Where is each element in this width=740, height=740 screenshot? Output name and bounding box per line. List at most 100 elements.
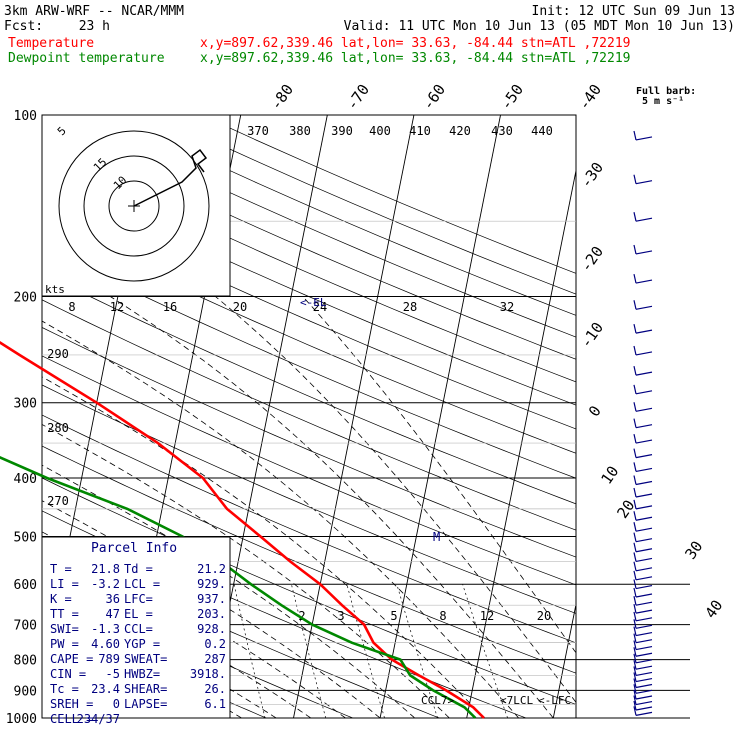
- parcel-value: Tc =: [50, 682, 79, 696]
- wind-barb-flag: [633, 678, 637, 688]
- wind-barb-flag: [633, 552, 637, 562]
- legend-dewpoint-info: x,y=897.62,339.46 lat,lon= 33.63, -84.44…: [200, 51, 630, 66]
- wind-barb-flag: [633, 653, 637, 663]
- wind-barb: [635, 390, 653, 395]
- wind-barb-flag: [633, 345, 637, 356]
- parcel-value: 287: [204, 652, 226, 666]
- parcel-value: CELL =: [50, 712, 93, 726]
- theta-e-label: 16: [163, 300, 177, 314]
- el-marker: <-EL: [300, 296, 327, 309]
- wind-barb: [635, 305, 653, 310]
- parcel-value: YGP =: [124, 637, 160, 651]
- isotherm: [727, 115, 740, 718]
- moist-adiabat: [42, 531, 346, 718]
- wind-barb: [635, 407, 653, 412]
- hodograph-ring: [58, 130, 210, 282]
- wind-barbs: [633, 130, 653, 716]
- mixing-ratio-label: 2: [298, 609, 305, 623]
- parcel-value: SHEAR=: [124, 682, 167, 696]
- parcel-title: Parcel Info: [91, 541, 177, 556]
- hodograph-unit: kts: [45, 283, 65, 296]
- parcel-value: SWI=: [50, 622, 79, 636]
- mixing-ratio-label: 12: [480, 609, 494, 623]
- wind-barb-flag: [633, 212, 637, 222]
- theta-label-lower: 290: [47, 347, 69, 361]
- isotherm: [640, 115, 740, 718]
- wind-barb-flag: [633, 706, 637, 716]
- theta-label: 390: [331, 124, 353, 138]
- wind-barb: [635, 548, 653, 553]
- mixing-ratio-label: 20: [537, 609, 551, 623]
- parcel-value: 4.60: [91, 637, 120, 651]
- parcel-value: T =: [50, 562, 72, 576]
- wind-barb: [635, 180, 653, 185]
- fcst-value: 23 h: [79, 19, 110, 34]
- wind-barb-flag: [633, 487, 637, 498]
- isotherm-label: 30: [681, 538, 706, 563]
- wind-barb-flag: [633, 561, 637, 571]
- wind-barb: [635, 677, 653, 683]
- isotherm: [552, 602, 576, 718]
- wind-barb-flag: [633, 499, 637, 510]
- theta-label: 440: [531, 124, 553, 138]
- init-time: Init: 12 UTC Sun 09 Jun 13: [532, 4, 736, 19]
- isotherm-label: -60: [419, 81, 449, 114]
- wind-barb: [635, 424, 653, 429]
- theta-label-lower: 280: [47, 421, 69, 435]
- wind-barb: [635, 689, 653, 694]
- mid-level-marker: M: [433, 530, 440, 544]
- wind-barb-flag: [633, 542, 637, 552]
- dry-adiabat: [156, 115, 576, 295]
- parcel-value: K =: [50, 592, 72, 606]
- mixing-ratio-label: 8: [439, 609, 446, 623]
- wind-key-line2: 5 m s⁻¹: [642, 96, 684, 107]
- wind-barb-flag: [633, 475, 637, 485]
- wind-barb-flag: [633, 300, 637, 310]
- header: 3km ARW-WRF -- NCAR/MMM Init: 12 UTC Sun…: [4, 4, 735, 66]
- parcel-value: 23.4: [91, 682, 120, 696]
- profiles: CCL7> <7LCL <-LFC M <-EL: [0, 296, 571, 719]
- wind-barb: [635, 584, 653, 590]
- wind-barb: [635, 493, 653, 498]
- wind-barb-flag: [633, 666, 637, 676]
- mixing-ratio-line: [233, 584, 266, 718]
- parcel-value: 0.2: [204, 637, 226, 651]
- pressure-tick-label: 800: [14, 654, 37, 669]
- wind-key: Full barb: 5 m s⁻¹: [636, 86, 696, 107]
- wind-barb: [635, 700, 653, 706]
- theta-e-label: 8: [68, 300, 75, 314]
- parcel-value: 47: [106, 607, 120, 621]
- wind-barb-flag: [633, 522, 637, 532]
- wind-barb-flag: [633, 244, 637, 255]
- legend-dewpoint: Dewpoint temperature: [8, 51, 165, 66]
- pressure-tick-label: 200: [14, 291, 37, 306]
- theta-label-lower: 270: [47, 494, 69, 508]
- parcel-value: 21.2: [197, 562, 226, 576]
- theta-label: 370: [247, 124, 269, 138]
- pressure-tick-label: 1000: [6, 712, 37, 727]
- parcel-value: 36: [106, 592, 120, 606]
- parcel-value: 203.: [197, 607, 226, 621]
- wind-barb: [635, 538, 653, 543]
- wind-barb-flag: [633, 433, 637, 444]
- dry-adiabat: [201, 115, 576, 274]
- pressure-tick-label: 500: [14, 530, 37, 545]
- parcel-value: 789: [98, 652, 120, 666]
- parcel-value: -3.2: [91, 577, 120, 591]
- wind-barb: [635, 250, 653, 255]
- wind-barb-flag: [633, 273, 637, 284]
- wind-barb: [635, 505, 653, 510]
- wind-barb: [635, 527, 653, 532]
- isotherm-label: -80: [267, 81, 297, 114]
- isotherm: [293, 115, 415, 718]
- parcel-value: 937.: [197, 592, 226, 606]
- wind-barb-flag: [633, 695, 637, 705]
- wind-barb-flag: [633, 174, 637, 184]
- pressure-tick-label: 700: [14, 619, 37, 634]
- theta-e-label: 32: [500, 300, 514, 314]
- wind-barb: [635, 593, 653, 598]
- parcel-value: 26.: [204, 682, 226, 696]
- parcel-value: 3918.: [190, 667, 226, 681]
- wind-barb: [635, 217, 653, 222]
